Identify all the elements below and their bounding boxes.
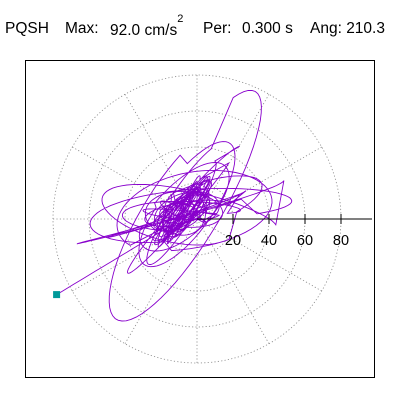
max-exponent: 2 <box>177 13 184 25</box>
plot-frame <box>25 60 375 378</box>
max-label: Max: <box>65 20 99 37</box>
chart-header: PQSH Max: 92.0 cm/s2 Per: 0.300 s Ang: 2… <box>5 13 397 40</box>
orbit-trace <box>56 89 293 322</box>
grid-spoke-60 <box>196 94 270 220</box>
period-value: 0.300 s <box>242 20 293 37</box>
grid-spoke-30 <box>196 146 322 220</box>
end-point-marker <box>53 291 61 299</box>
tick-label-40: 40 <box>261 233 277 249</box>
grid-spoke-300 <box>196 218 270 344</box>
period-label: Per: <box>203 20 232 37</box>
angle-label: Ang: 210.3 <box>310 20 385 37</box>
tick-label-20: 20 <box>225 233 241 249</box>
tick-label-60: 60 <box>297 233 313 249</box>
station-label: PQSH <box>5 20 49 37</box>
tick-label-80: 80 <box>333 233 349 249</box>
grid-spoke-330 <box>196 218 322 292</box>
max-value-group: 92.0 cm/s2 <box>110 13 183 40</box>
max-value: 92.0 cm/s <box>110 22 178 40</box>
grid-spoke-240 <box>124 218 198 344</box>
